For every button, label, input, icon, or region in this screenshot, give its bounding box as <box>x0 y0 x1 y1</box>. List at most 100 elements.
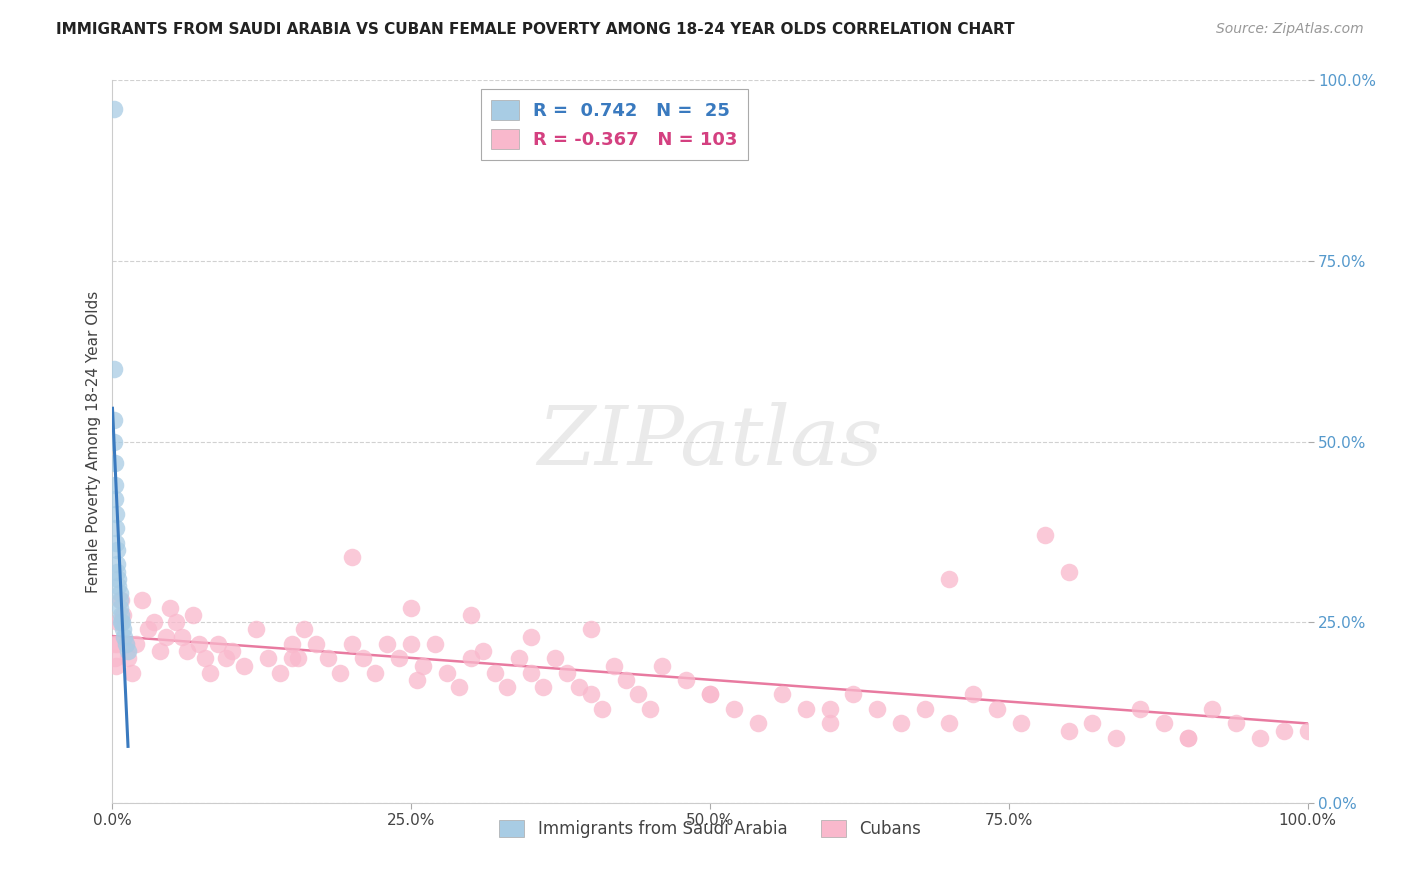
Point <box>579 687 602 701</box>
Point <box>138 623 160 637</box>
Point <box>112 607 135 622</box>
Point <box>107 615 129 630</box>
Point <box>794 702 817 716</box>
Point <box>110 615 132 630</box>
Point <box>842 687 865 701</box>
Point <box>938 716 960 731</box>
Point <box>215 651 238 665</box>
Point <box>651 658 673 673</box>
Point <box>105 565 128 579</box>
Point <box>103 413 125 427</box>
Point <box>401 600 423 615</box>
Point <box>1057 723 1080 738</box>
Point <box>770 687 793 701</box>
Point <box>1201 702 1223 716</box>
Point <box>1177 731 1199 745</box>
Point <box>305 637 328 651</box>
Point <box>104 651 127 665</box>
Point <box>377 637 399 651</box>
Point <box>699 687 721 701</box>
Point <box>627 687 650 701</box>
Point <box>508 651 530 665</box>
Point <box>406 673 429 687</box>
Text: IMMIGRANTS FROM SAUDI ARABIA VS CUBAN FEMALE POVERTY AMONG 18-24 YEAR OLDS CORRE: IMMIGRANTS FROM SAUDI ARABIA VS CUBAN FE… <box>56 22 1015 37</box>
Point <box>108 586 131 600</box>
Point <box>1272 723 1295 738</box>
Point <box>193 651 215 665</box>
Point <box>108 593 131 607</box>
Point <box>114 630 135 644</box>
Point <box>472 644 495 658</box>
Point <box>103 637 125 651</box>
Point <box>352 651 374 665</box>
Point <box>117 644 139 658</box>
Point <box>105 637 128 651</box>
Point <box>165 615 187 630</box>
Point <box>233 658 256 673</box>
Point <box>1033 528 1056 542</box>
Point <box>329 665 352 680</box>
Point <box>592 702 614 716</box>
Point <box>1129 702 1152 716</box>
Point <box>155 630 177 644</box>
Point <box>447 680 470 694</box>
Point <box>104 478 127 492</box>
Point <box>1057 565 1080 579</box>
Point <box>125 637 148 651</box>
Point <box>105 521 128 535</box>
Point <box>388 651 411 665</box>
Point <box>640 702 662 716</box>
Point <box>890 716 912 731</box>
Point <box>555 665 578 680</box>
Point <box>107 579 129 593</box>
Point <box>110 593 132 607</box>
Point <box>1177 731 1199 745</box>
Point <box>316 651 339 665</box>
Point <box>938 572 960 586</box>
Point <box>200 665 222 680</box>
Point <box>1105 731 1128 745</box>
Point <box>616 673 638 687</box>
Point <box>364 665 387 680</box>
Point <box>105 558 128 572</box>
Point <box>105 542 128 557</box>
Point <box>747 716 769 731</box>
Point <box>1081 716 1104 731</box>
Point <box>723 702 745 716</box>
Point <box>105 507 128 521</box>
Point <box>866 702 889 716</box>
Legend: Immigrants from Saudi Arabia, Cubans: Immigrants from Saudi Arabia, Cubans <box>492 814 928 845</box>
Point <box>103 102 125 116</box>
Point <box>1010 716 1032 731</box>
Text: ZIPatlas: ZIPatlas <box>537 401 883 482</box>
Point <box>104 456 127 470</box>
Point <box>245 623 267 637</box>
Point <box>149 644 172 658</box>
Point <box>292 623 315 637</box>
Point <box>603 658 626 673</box>
Point <box>412 658 434 673</box>
Point <box>110 607 132 622</box>
Point <box>287 651 309 665</box>
Point <box>112 623 135 637</box>
Point <box>484 665 506 680</box>
Point <box>962 687 984 701</box>
Point <box>121 665 143 680</box>
Point <box>1249 731 1271 745</box>
Point <box>460 651 482 665</box>
Point <box>143 615 166 630</box>
Point <box>579 623 602 637</box>
Point <box>103 362 125 376</box>
Point <box>107 572 129 586</box>
Point <box>531 680 554 694</box>
Point <box>818 702 841 716</box>
Point <box>187 637 209 651</box>
Point <box>914 702 936 716</box>
Point <box>159 600 181 615</box>
Point <box>1225 716 1247 731</box>
Point <box>675 673 697 687</box>
Point <box>103 434 125 449</box>
Point <box>281 637 304 651</box>
Point <box>105 658 128 673</box>
Point <box>257 651 280 665</box>
